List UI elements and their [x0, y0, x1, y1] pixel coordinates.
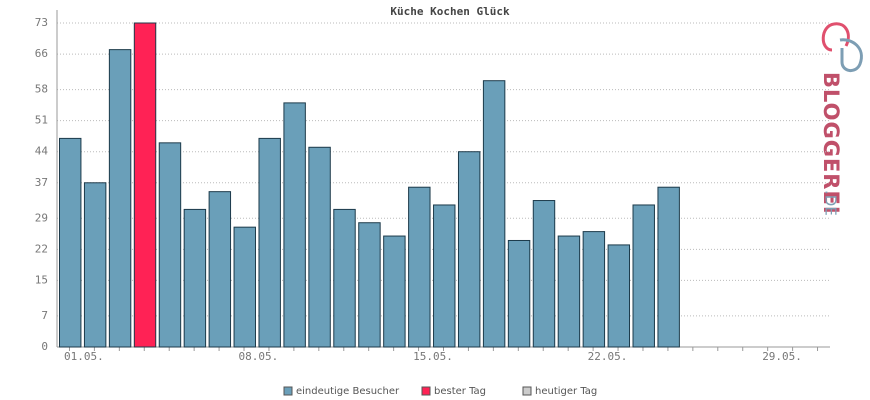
bar [83, 182, 107, 348]
bar [283, 102, 306, 348]
legend-label: eindeutige Besucher [296, 386, 400, 397]
bar [582, 231, 606, 348]
y-tick-label: 44 [35, 145, 49, 158]
bar [258, 137, 281, 348]
bar [308, 146, 331, 348]
y-tick-label: 66 [35, 47, 48, 60]
y-tick-label: 37 [35, 176, 48, 189]
bar [108, 49, 132, 348]
logo-icon [821, 22, 863, 72]
bar [607, 244, 631, 348]
bar [59, 137, 82, 348]
bar [383, 235, 406, 348]
legend-swatch [522, 386, 532, 396]
legend-swatch [421, 386, 431, 396]
y-tick-label: 22 [35, 242, 48, 255]
bar [158, 142, 182, 348]
bar [183, 208, 207, 348]
y-tick-label: 0 [41, 340, 48, 353]
bar [532, 200, 556, 348]
y-tick-label: 58 [35, 83, 48, 96]
y-tick-label: 51 [35, 114, 48, 127]
legend-label: heutiger Tag [535, 386, 597, 397]
bar [433, 204, 456, 348]
bar [408, 186, 431, 348]
bar [233, 226, 256, 348]
x-tick-label: 22.05. [588, 350, 628, 363]
chart-title: Küche Kochen Glück [390, 5, 510, 18]
bar [333, 208, 356, 348]
x-tick-label: 08.05. [239, 350, 279, 363]
x-tick-label: 15.05. [413, 350, 453, 363]
bar [482, 80, 506, 348]
bar [133, 22, 157, 348]
x-tick-label: 01.05. [64, 350, 104, 363]
x-tick-label: 29.05. [762, 350, 802, 363]
logo-text: BLOGGEREI [819, 72, 843, 215]
bar [632, 204, 655, 348]
legend-swatch [283, 386, 293, 396]
bar [358, 222, 381, 348]
bar [557, 235, 581, 348]
y-tick-label: 73 [35, 16, 48, 29]
bar [208, 191, 232, 348]
bar [507, 239, 531, 348]
logo-suffix: .DE [822, 190, 840, 216]
y-tick-label: 29 [35, 211, 48, 224]
bar [457, 151, 481, 348]
legend-label: bester Tag [434, 386, 486, 397]
y-tick-label: 7 [41, 309, 48, 322]
bar [657, 186, 680, 348]
y-tick-label: 15 [35, 273, 48, 286]
